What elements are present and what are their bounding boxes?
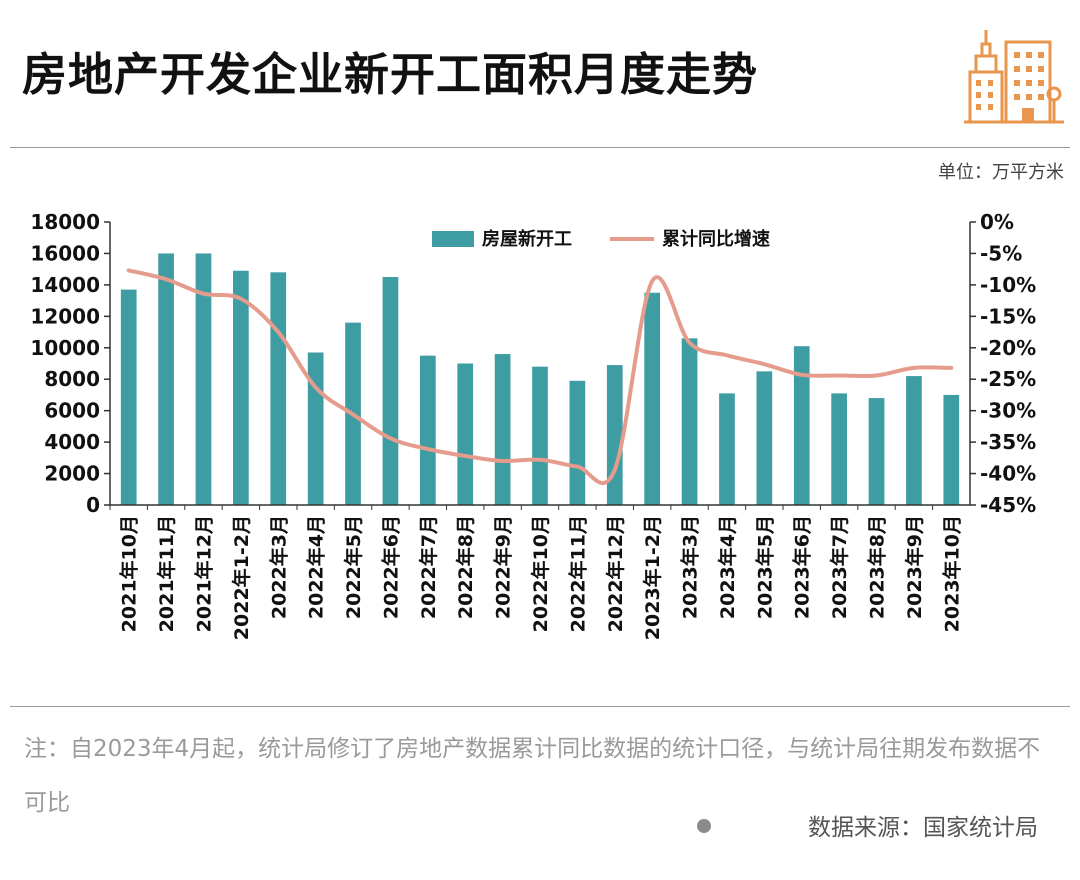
x-tick-label: 2022年3月 xyxy=(267,515,290,619)
x-tick-label: 2023年1-2月 xyxy=(641,515,664,640)
x-tick-label: 2022年5月 xyxy=(342,515,365,619)
y-tick-label-right: -30% xyxy=(980,399,1036,423)
bar xyxy=(569,380,586,505)
y-tick-label-left: 16000 xyxy=(30,241,100,265)
bar xyxy=(195,253,212,505)
bar xyxy=(719,393,735,505)
x-tick-label: 2021年12月 xyxy=(192,515,215,632)
x-tick-label: 2023年8月 xyxy=(866,515,889,619)
bar xyxy=(532,366,548,505)
header-divider xyxy=(10,147,1070,148)
y-tick-label-left: 6000 xyxy=(44,399,100,423)
x-tick-label: 2021年11月 xyxy=(155,515,178,632)
bar xyxy=(644,292,661,505)
x-tick-label: 2023年3月 xyxy=(679,515,702,619)
bar xyxy=(270,272,287,505)
y-tick-label-left: 4000 xyxy=(44,430,100,454)
x-tick-label: 2023年6月 xyxy=(791,515,814,619)
page-title: 房地产开发企业新开工面积月度走势 xyxy=(22,48,759,101)
bar xyxy=(233,270,249,505)
y-tick-label-right: -20% xyxy=(980,336,1036,360)
y-tick-label-right: -5% xyxy=(980,241,1022,265)
chart: 0 2000 4000 6000 8000 10000 12000 14000 16000 180… xyxy=(30,210,1036,640)
y-tick-label-right: -15% xyxy=(980,304,1036,328)
x-tick-label: 2021年10月 xyxy=(118,515,141,632)
y-tick-label-left: 8000 xyxy=(44,367,100,391)
y-tick-label-right: -25% xyxy=(980,367,1036,391)
x-tick-label: 2022年10月 xyxy=(529,515,552,632)
x-tick-label: 2022年1-2月 xyxy=(230,515,253,640)
x-tick-label: 2022年6月 xyxy=(379,515,402,619)
bar xyxy=(756,371,773,505)
y-tick-label-right: -35% xyxy=(980,430,1036,454)
y-tick-label-left: 0 xyxy=(86,493,100,517)
bar xyxy=(943,394,960,505)
footnote: 注：自2023年4月起，统计局修订了房地产数据累计同比数据的统计口径，与统计局往… xyxy=(24,736,1041,816)
bar xyxy=(868,398,885,505)
x-tick-label: 2023年4月 xyxy=(716,515,739,619)
bar xyxy=(382,277,399,505)
y-tick-label-right: 0% xyxy=(980,210,1014,234)
bar xyxy=(120,289,137,505)
bar xyxy=(158,253,174,505)
bar xyxy=(681,338,698,505)
legend-swatch-bar xyxy=(432,231,474,247)
bar xyxy=(831,393,847,505)
x-tick-label: 2022年12月 xyxy=(604,515,627,632)
city-buildings-icon xyxy=(964,30,1064,124)
x-tick-label: 2022年8月 xyxy=(454,515,477,619)
y-tick-label-left: 2000 xyxy=(44,462,100,486)
y-tick-label-right: -45% xyxy=(980,493,1036,517)
x-tick-label: 2023年10月 xyxy=(940,515,963,632)
legend-label-bar: 房屋新开工 xyxy=(482,228,572,250)
series-line xyxy=(126,268,954,486)
x-tick-label: 2022年9月 xyxy=(492,515,515,619)
bar xyxy=(906,376,922,505)
x-tick-label: 2023年7月 xyxy=(828,515,851,619)
bar xyxy=(793,346,810,505)
bar xyxy=(419,355,436,505)
x-tick-label: 2022年4月 xyxy=(305,515,328,619)
y-tick-label-left: 18000 xyxy=(30,210,100,234)
legend-label-line: 累计同比增速 xyxy=(662,228,770,250)
bullet-dot xyxy=(697,819,711,833)
x-tick-label: 2022年11月 xyxy=(566,515,589,632)
x-tick-label: 2023年5月 xyxy=(753,515,776,619)
y-tick-label-right: -40% xyxy=(980,462,1036,486)
data-source: 数据来源：国家统计局 xyxy=(808,815,1038,841)
footer-divider xyxy=(10,706,1070,707)
bar xyxy=(307,352,324,505)
y-tick-label-right: -10% xyxy=(980,273,1036,297)
bar xyxy=(494,354,511,505)
y-tick-label-left: 14000 xyxy=(30,273,100,297)
y-tick-label-left: 10000 xyxy=(30,336,100,360)
bar xyxy=(457,363,474,505)
y-tick-label-left: 12000 xyxy=(30,304,100,328)
bar xyxy=(606,365,623,505)
x-tick-label: 2022年7月 xyxy=(417,515,440,619)
x-tick-label: 2023年9月 xyxy=(903,515,926,619)
unit-label: 单位：万平方米 xyxy=(938,162,1064,183)
